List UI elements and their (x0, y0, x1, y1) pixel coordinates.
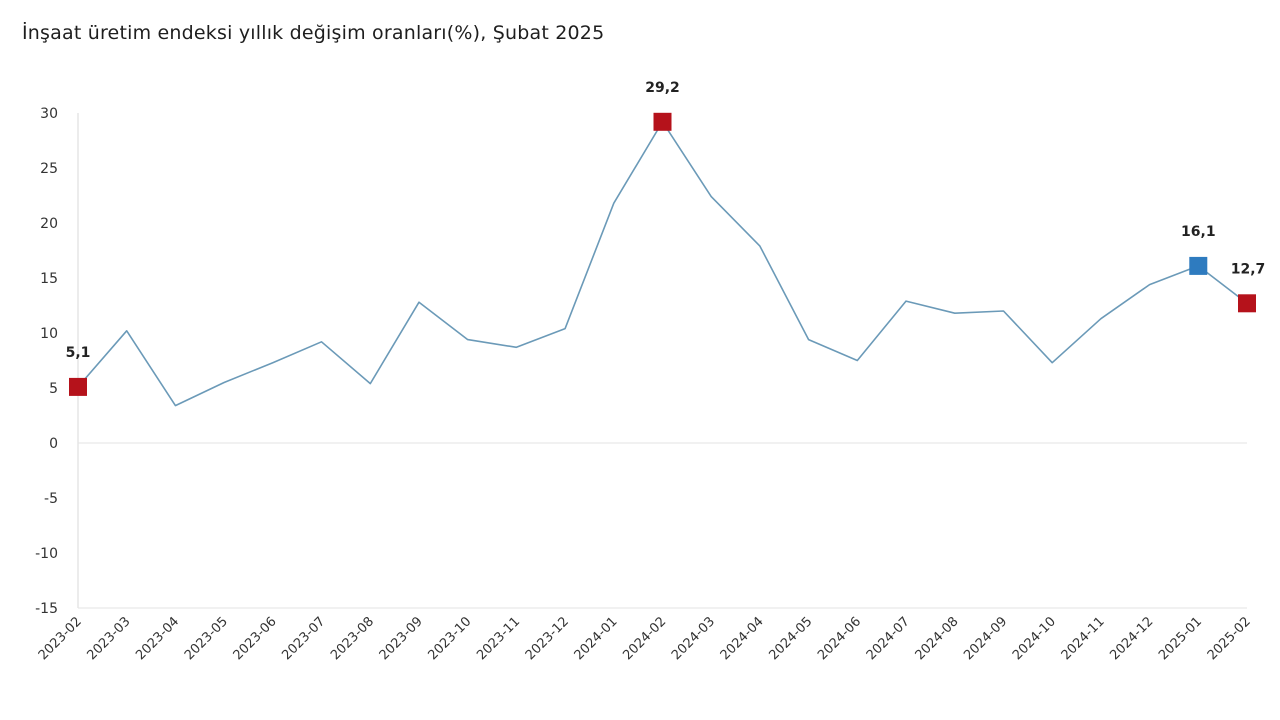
data-point-marker (653, 112, 672, 131)
x-tick-label: 2024-11 (1059, 614, 1108, 663)
x-tick-label: 2024-09 (961, 614, 1010, 663)
x-tick-label: 2023-03 (85, 614, 134, 663)
y-tick-label: 15 (40, 271, 58, 287)
x-tick-label: 2024-02 (620, 614, 669, 663)
data-point-marker (69, 377, 87, 396)
data-label: 12,7 (1231, 261, 1266, 277)
y-tick-label: 30 (40, 106, 58, 122)
x-tick-label: 2024-03 (669, 614, 718, 663)
data-point-marker (1189, 256, 1208, 275)
x-tick-label: 2024-04 (718, 614, 767, 663)
x-tick-label: 2023-09 (377, 614, 426, 663)
x-tick-label: 2024-10 (1010, 614, 1059, 663)
x-tick-label: 2024-08 (913, 614, 962, 663)
data-point-marker (1238, 294, 1256, 313)
data-label: 29,2 (645, 80, 680, 96)
x-tick-label: 2025-01 (1156, 614, 1205, 663)
x-tick-label: 2023-10 (425, 614, 474, 663)
y-tick-label: -10 (35, 546, 58, 562)
x-tick-label: 2024-07 (864, 614, 913, 663)
x-tick-label: 2023-06 (231, 614, 280, 663)
series-line (77, 121, 1248, 407)
x-tick-label: 2024-05 (766, 614, 815, 663)
x-tick-label: 2023-12 (523, 614, 572, 663)
x-tick-label: 2024-06 (815, 614, 864, 663)
x-tick-label: 2025-02 (1205, 614, 1254, 663)
x-tick-label: 2023-11 (474, 614, 523, 663)
y-tick-label: 20 (40, 216, 58, 232)
y-tick-label: 0 (49, 436, 58, 452)
x-tick-label: 2023-02 (36, 614, 85, 663)
data-label: 5,1 (66, 345, 91, 361)
y-tick-label: -5 (44, 491, 58, 507)
y-tick-label: 25 (40, 161, 58, 177)
x-tick-label: 2024-01 (572, 614, 621, 663)
x-tick-label: 2024-12 (1107, 614, 1156, 663)
x-tick-label: 2023-04 (133, 614, 182, 663)
x-tick-label: 2023-07 (279, 614, 328, 663)
chart-title: İnşaat üretim endeksi yıllık değişim ora… (22, 22, 605, 44)
y-tick-label: 5 (49, 381, 58, 397)
y-tick-label: -15 (35, 601, 58, 617)
data-label: 16,1 (1181, 224, 1216, 240)
x-tick-label: 2023-08 (328, 614, 377, 663)
y-tick-label: 10 (40, 326, 58, 342)
x-tick-label: 2023-05 (182, 614, 231, 663)
